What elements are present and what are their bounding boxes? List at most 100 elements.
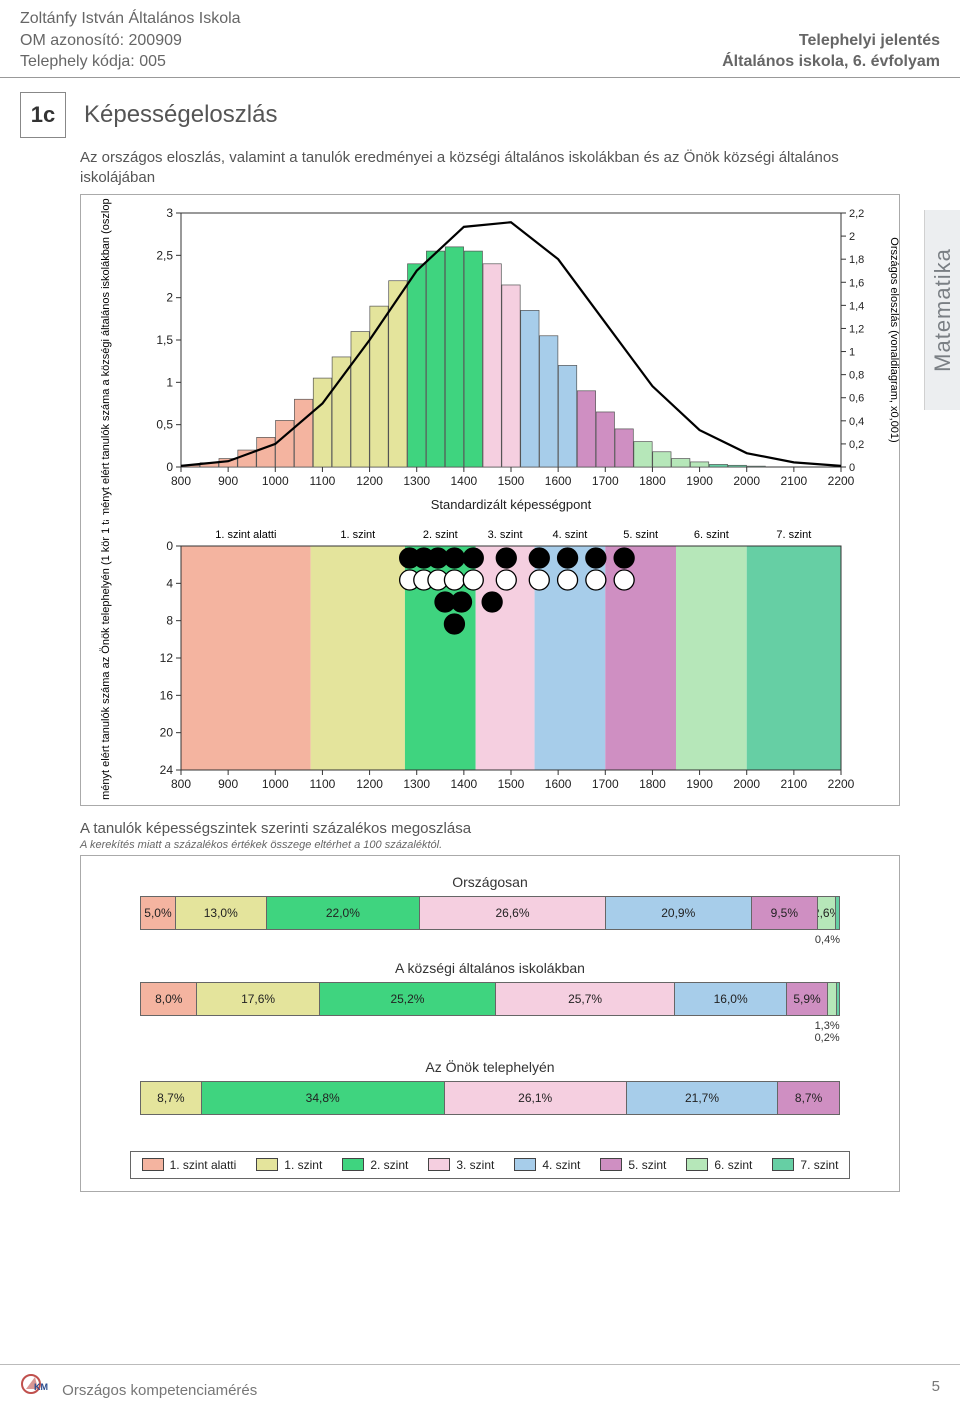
legend-item: 1. szint alatti	[142, 1158, 237, 1172]
stack-seg: 8,7%	[141, 1082, 202, 1114]
svg-text:7. szint: 7. szint	[776, 529, 811, 541]
svg-text:2,5: 2,5	[156, 249, 173, 263]
legend-swatch	[428, 1158, 450, 1171]
legend-item: 6. szint	[686, 1158, 752, 1172]
svg-text:12: 12	[160, 651, 174, 665]
svg-text:3: 3	[166, 206, 173, 220]
svg-text:900: 900	[218, 777, 238, 791]
stack-seg: 25,2%	[320, 983, 496, 1015]
svg-text:1200: 1200	[356, 777, 383, 791]
svg-text:1700: 1700	[592, 777, 619, 791]
svg-text:5. szint: 5. szint	[623, 529, 658, 541]
footer-text: Országos kompetenciamérés	[62, 1382, 257, 1399]
legend-swatch	[686, 1158, 708, 1171]
stack-seg: 34,8%	[202, 1082, 445, 1114]
svg-text:0,8: 0,8	[849, 370, 864, 382]
section-badge: 1c	[20, 92, 66, 138]
svg-text:0,4: 0,4	[849, 416, 864, 428]
percent-title: A tanulók képességszintek szerinti száza…	[80, 820, 940, 837]
legend-label: 3. szint	[456, 1158, 494, 1172]
legend-item: 7. szint	[772, 1158, 838, 1172]
svg-text:1100: 1100	[310, 777, 336, 791]
distribution-chart: 00,511,522,5300,20,40,60,811,21,41,61,82…	[81, 195, 901, 515]
svg-text:1,4: 1,4	[849, 301, 864, 313]
legend-item: 5. szint	[600, 1158, 666, 1172]
svg-text:1800: 1800	[639, 474, 666, 488]
legend-swatch	[514, 1158, 536, 1171]
svg-text:1600: 1600	[545, 777, 572, 791]
site-code: Telephely kódja: 005	[20, 51, 166, 73]
stack-seg	[828, 983, 837, 1015]
stack-group-title: A községi általános iskolákban	[91, 960, 889, 976]
stack-trail: 0,4%	[140, 934, 840, 946]
svg-text:900: 900	[218, 474, 238, 488]
footer-logo-icon: KM	[20, 1373, 50, 1395]
legend-swatch	[342, 1158, 364, 1171]
legend-swatch	[256, 1158, 278, 1171]
svg-text:1100: 1100	[310, 474, 336, 488]
svg-text:800: 800	[171, 777, 191, 791]
report-title: Telephelyi jelentés	[799, 30, 940, 52]
stack-seg: 16,0%	[675, 983, 787, 1015]
stack-bar: 5,0%13,0%22,0%26,6%20,9%9,5%2,6%	[140, 896, 840, 930]
svg-text:1: 1	[849, 347, 855, 359]
stack-seg: 13,0%	[176, 897, 267, 929]
svg-text:1300: 1300	[403, 777, 430, 791]
school-name: Zoltánfy István Általános Iskola	[20, 8, 241, 30]
level-legend: 1. szint alatti 1. szint 2. szint 3. szint 4…	[130, 1151, 850, 1179]
distribution-chart-frame: 00,511,522,5300,20,40,60,811,21,41,61,82…	[80, 194, 900, 806]
stack-seg: 25,7%	[496, 983, 675, 1015]
svg-text:1900: 1900	[686, 474, 713, 488]
svg-text:1600: 1600	[545, 474, 572, 488]
svg-text:2200: 2200	[828, 777, 855, 791]
svg-text:1: 1	[166, 376, 173, 390]
legend-swatch	[772, 1158, 794, 1171]
legend-label: 2. szint	[370, 1158, 408, 1172]
legend-label: 1. szint alatti	[170, 1158, 237, 1172]
svg-text:2100: 2100	[781, 474, 808, 488]
stack-seg: 9,5%	[752, 897, 818, 929]
stack-group-title: Az Önök telephelyén	[91, 1059, 889, 1075]
svg-text:1400: 1400	[451, 474, 478, 488]
dot-chart: 1. szint alatti1. szint2. szint3. szint4…	[81, 520, 901, 800]
legend-item: 1. szint	[256, 1158, 322, 1172]
svg-text:24: 24	[160, 763, 174, 777]
stack-seg: 17,6%	[197, 983, 320, 1015]
svg-text:2000: 2000	[733, 474, 760, 488]
svg-text:1800: 1800	[639, 777, 666, 791]
stack-seg: 5,0%	[141, 897, 176, 929]
stack-seg: 22,0%	[267, 897, 421, 929]
page-footer: KM Országos kompetenciamérés 5	[0, 1364, 960, 1399]
svg-text:0: 0	[849, 462, 855, 474]
stack-seg: 26,6%	[420, 897, 606, 929]
legend-label: 6. szint	[714, 1158, 752, 1172]
stack-group-title: Országosan	[91, 874, 889, 890]
svg-text:1,8: 1,8	[849, 254, 864, 266]
stack-bar: 8,7%34,8%26,1%21,7%8,7%	[140, 1081, 840, 1115]
svg-text:1900: 1900	[686, 777, 713, 791]
legend-label: 7. szint	[800, 1158, 838, 1172]
svg-text:1,2: 1,2	[849, 324, 864, 336]
svg-text:1500: 1500	[498, 474, 525, 488]
svg-text:KM: KM	[34, 1382, 48, 1392]
page-number: 5	[932, 1378, 940, 1395]
svg-text:Országos eloszlás (vonaldiagra: Országos eloszlás (vonaldiagram, x0,001)	[888, 238, 900, 443]
legend-label: 4. szint	[542, 1158, 580, 1172]
stack-seg: 26,1%	[445, 1082, 627, 1114]
svg-text:1,5: 1,5	[156, 333, 173, 347]
stack-seg: 8,7%	[778, 1082, 839, 1114]
percent-footnote: A kerekítés miatt a százalékos értékek ö…	[80, 839, 940, 851]
legend-item: 2. szint	[342, 1158, 408, 1172]
stack-seg	[837, 983, 838, 1015]
svg-text:6. szint: 6. szint	[694, 529, 729, 541]
svg-text:4. szint: 4. szint	[552, 529, 587, 541]
svg-text:16: 16	[160, 689, 174, 703]
svg-text:3. szint: 3. szint	[488, 529, 523, 541]
stack-bar: 8,0%17,6%25,2%25,7%16,0%5,9%	[140, 982, 839, 1016]
stack-seg: 8,0%	[141, 983, 197, 1015]
svg-text:1300: 1300	[403, 474, 430, 488]
svg-text:4: 4	[166, 577, 173, 591]
stack-seg: 20,9%	[606, 897, 752, 929]
stack-seg: 5,9%	[787, 983, 828, 1015]
svg-text:1000: 1000	[262, 474, 289, 488]
